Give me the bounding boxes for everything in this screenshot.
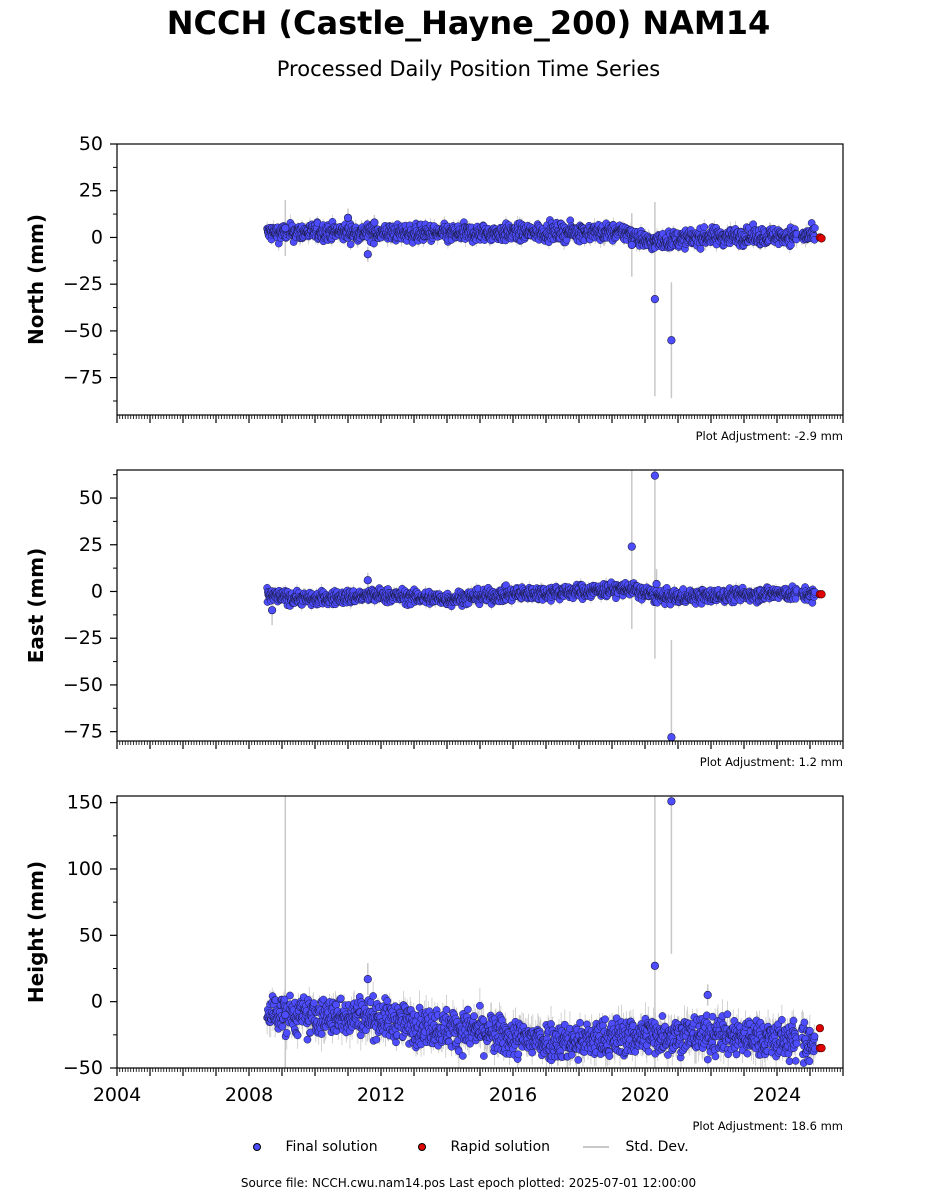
outlier-point [667, 733, 676, 741]
outlier-point [650, 471, 660, 480]
outlier-point [370, 218, 379, 227]
panel-1: 50 25 0 −25 −50 −75 North (mm) Plot Adjustment:… [24, 133, 844, 443]
final-point [696, 245, 705, 253]
outlier-point [627, 542, 636, 551]
chart-subtitle: Processed Daily Position Time Series [276, 57, 661, 81]
y-tick-label: 0 [91, 580, 103, 602]
plot-adjustment-note: Plot Adjustment: -2.9 mm [696, 429, 843, 443]
outlier-point [363, 250, 372, 259]
y-tick-label: 25 [79, 534, 103, 556]
outlier-point [343, 213, 353, 222]
final-points [263, 213, 819, 345]
rapid-point [817, 234, 826, 243]
outlier-point [667, 336, 676, 345]
final-point [811, 224, 819, 232]
y-tick-label: 25 [79, 180, 103, 202]
y-tick-label: −50 [63, 674, 103, 696]
outlier-point [363, 576, 372, 585]
panel-data [263, 470, 826, 741]
final-point [346, 240, 355, 249]
error-bars [266, 470, 816, 741]
final-point [700, 223, 709, 231]
y-tick-label: 0 [91, 226, 103, 248]
final-points [263, 471, 819, 741]
y-tick-label: −75 [63, 721, 103, 743]
outlier-point [650, 295, 660, 304]
rapid-point [817, 590, 826, 599]
outlier-point [627, 240, 636, 250]
y-axis-label: North (mm) [24, 214, 48, 345]
final-point [791, 594, 800, 603]
outlier-point [268, 606, 277, 615]
y-tick-label: −25 [63, 273, 103, 295]
outlier-point [652, 579, 661, 589]
y-tick-label: −50 [63, 320, 103, 342]
outlier-point [281, 224, 290, 233]
chart-title: NCCH (Castle_Hayne_200) NAM14 [166, 4, 771, 42]
y-tick-label: 50 [79, 133, 103, 155]
y-tick-label: −75 [63, 367, 103, 389]
y-tick-label: 50 [79, 487, 103, 509]
panel-frame [116, 143, 844, 416]
panel-data [263, 200, 826, 399]
y-tick-label: −25 [63, 627, 103, 649]
